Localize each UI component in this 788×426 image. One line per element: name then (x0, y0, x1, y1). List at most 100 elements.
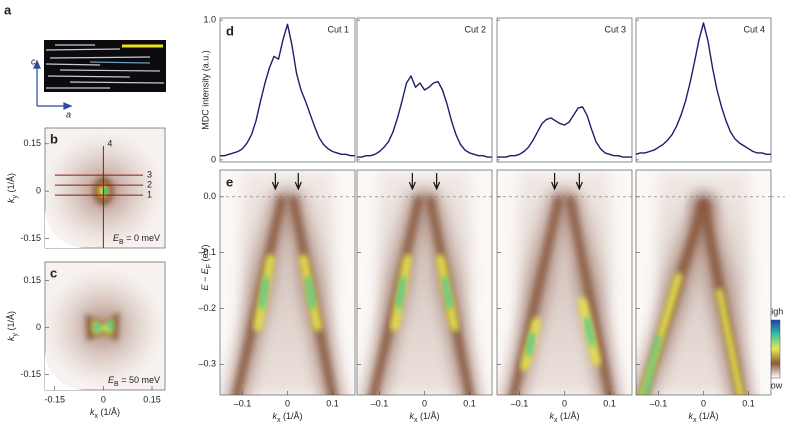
x-tick-label: 0.1 (326, 398, 339, 408)
spectrum-intensity (502, 170, 621, 395)
band (566, 196, 615, 395)
label-sub: y (12, 333, 19, 337)
y-tick-label: -0.15 (20, 233, 41, 243)
x-tick-label: 0.1 (463, 398, 476, 408)
label-sub: x (94, 413, 98, 420)
x-tick-label: 0 (701, 398, 706, 408)
colorbar-label: Low (766, 380, 783, 390)
band (525, 332, 536, 356)
crystal-image (44, 40, 166, 92)
label-main: E (113, 233, 120, 243)
label-rest: = 50 meV (119, 375, 160, 385)
axis-label: kx (1/Å) (549, 411, 579, 423)
mask-corner (45, 208, 85, 248)
label-main: E − E (200, 267, 210, 290)
label-main: k (549, 411, 554, 421)
x-tick-label: 0 (101, 394, 106, 404)
label-rest: (1/Å) (6, 173, 16, 195)
label-rest: (1/Å) (280, 411, 302, 421)
y-tick-label: –0.3 (198, 359, 216, 369)
mdc-line (635, 22, 771, 155)
x-tick-label: -0.15 (44, 394, 65, 404)
cut-label: 1 (147, 190, 152, 200)
panel-label: a (4, 2, 12, 17)
panel-label: e (226, 174, 233, 189)
kf-arrow (408, 173, 416, 191)
kf-arrow (575, 173, 583, 191)
x-tick-label: 0.1 (742, 398, 755, 408)
x-tick-label: –0.1 (511, 398, 529, 408)
y-tick-label: 0.0 (203, 191, 216, 201)
label-main: k (272, 411, 277, 421)
label-rest: (1/Å) (696, 411, 718, 421)
y-tick-label: 1.0 (203, 14, 216, 24)
label-rest: (1/Å) (557, 411, 579, 421)
axis-label: c (31, 56, 36, 66)
band (584, 317, 595, 347)
axis-label: kx (1/Å) (688, 411, 718, 423)
y-tick-label: 0.15 (23, 138, 41, 148)
spot (91, 317, 114, 337)
band (442, 276, 453, 309)
x-tick-label: 0.15 (143, 394, 161, 404)
label-rest: (1/Å) (98, 407, 120, 417)
kf-arrow (551, 173, 559, 191)
label-sub: B (114, 381, 119, 388)
y-tick-label: 0 (36, 322, 41, 332)
axis-label: kx (1/Å) (409, 411, 439, 423)
mdc-line (357, 75, 492, 158)
spectrum-intensity (636, 170, 753, 395)
spot (107, 320, 114, 331)
kf-arrow (294, 173, 302, 191)
panel-label: d (226, 23, 234, 38)
kf-arrow (271, 173, 279, 191)
axis-label: E − EF (eV) (200, 244, 212, 290)
spectrum-intensity (362, 170, 481, 395)
x-tick-label: 0 (422, 398, 427, 408)
x-tick-label: 0.1 (603, 398, 616, 408)
label-sub: F (206, 264, 213, 268)
annotation: EB = 0 meV (113, 233, 160, 245)
legend-label: Cut 2 (464, 24, 486, 34)
axis-label: MDC intensity (a.u.) (200, 50, 210, 130)
y-tick-label: –0.1 (198, 247, 216, 257)
label-rest: (eV) (200, 244, 210, 264)
plot-frame (496, 17, 633, 163)
band (642, 334, 661, 395)
label-sub: x (277, 417, 281, 424)
legend-label: Cut 3 (604, 24, 626, 34)
spectrum-intensity (225, 170, 344, 395)
label-main: k (409, 411, 414, 421)
label-sub: x (414, 417, 418, 424)
y-tick-label: 0 (36, 186, 41, 196)
cut-label: 3 (147, 170, 152, 180)
x-tick-label: –0.1 (371, 398, 389, 408)
y-tick-label: –0.2 (198, 303, 216, 313)
band (258, 276, 270, 309)
y-tick-label: -0.15 (20, 369, 41, 379)
map-intensity (45, 267, 164, 390)
plot-frame (635, 17, 772, 163)
label-main: k (6, 336, 16, 341)
plot-frame (219, 17, 356, 163)
label-rest: = 0 meV (124, 233, 160, 243)
spot (103, 188, 108, 195)
label-main: E (108, 375, 115, 385)
colorbar-label: High (765, 306, 784, 316)
label-main: k (90, 407, 95, 417)
plot-frame (356, 17, 493, 163)
axes-arrows (33, 59, 73, 110)
label-sub: x (693, 417, 697, 424)
mask-corner (45, 350, 85, 390)
axis-label: kx (1/Å) (272, 411, 302, 423)
axis-label: kx (1/Å) (90, 407, 120, 419)
label-rest: (1/Å) (417, 411, 439, 421)
y-tick-label: 0 (211, 154, 216, 164)
x-tick-label: –0.1 (650, 398, 668, 408)
axis-label: a (66, 109, 71, 119)
axis-label: ky (1/Å) (6, 173, 18, 203)
annotation: EB = 50 meV (108, 375, 160, 387)
band (716, 288, 745, 395)
y-tick-label: 0.15 (23, 275, 41, 285)
band (395, 276, 407, 309)
